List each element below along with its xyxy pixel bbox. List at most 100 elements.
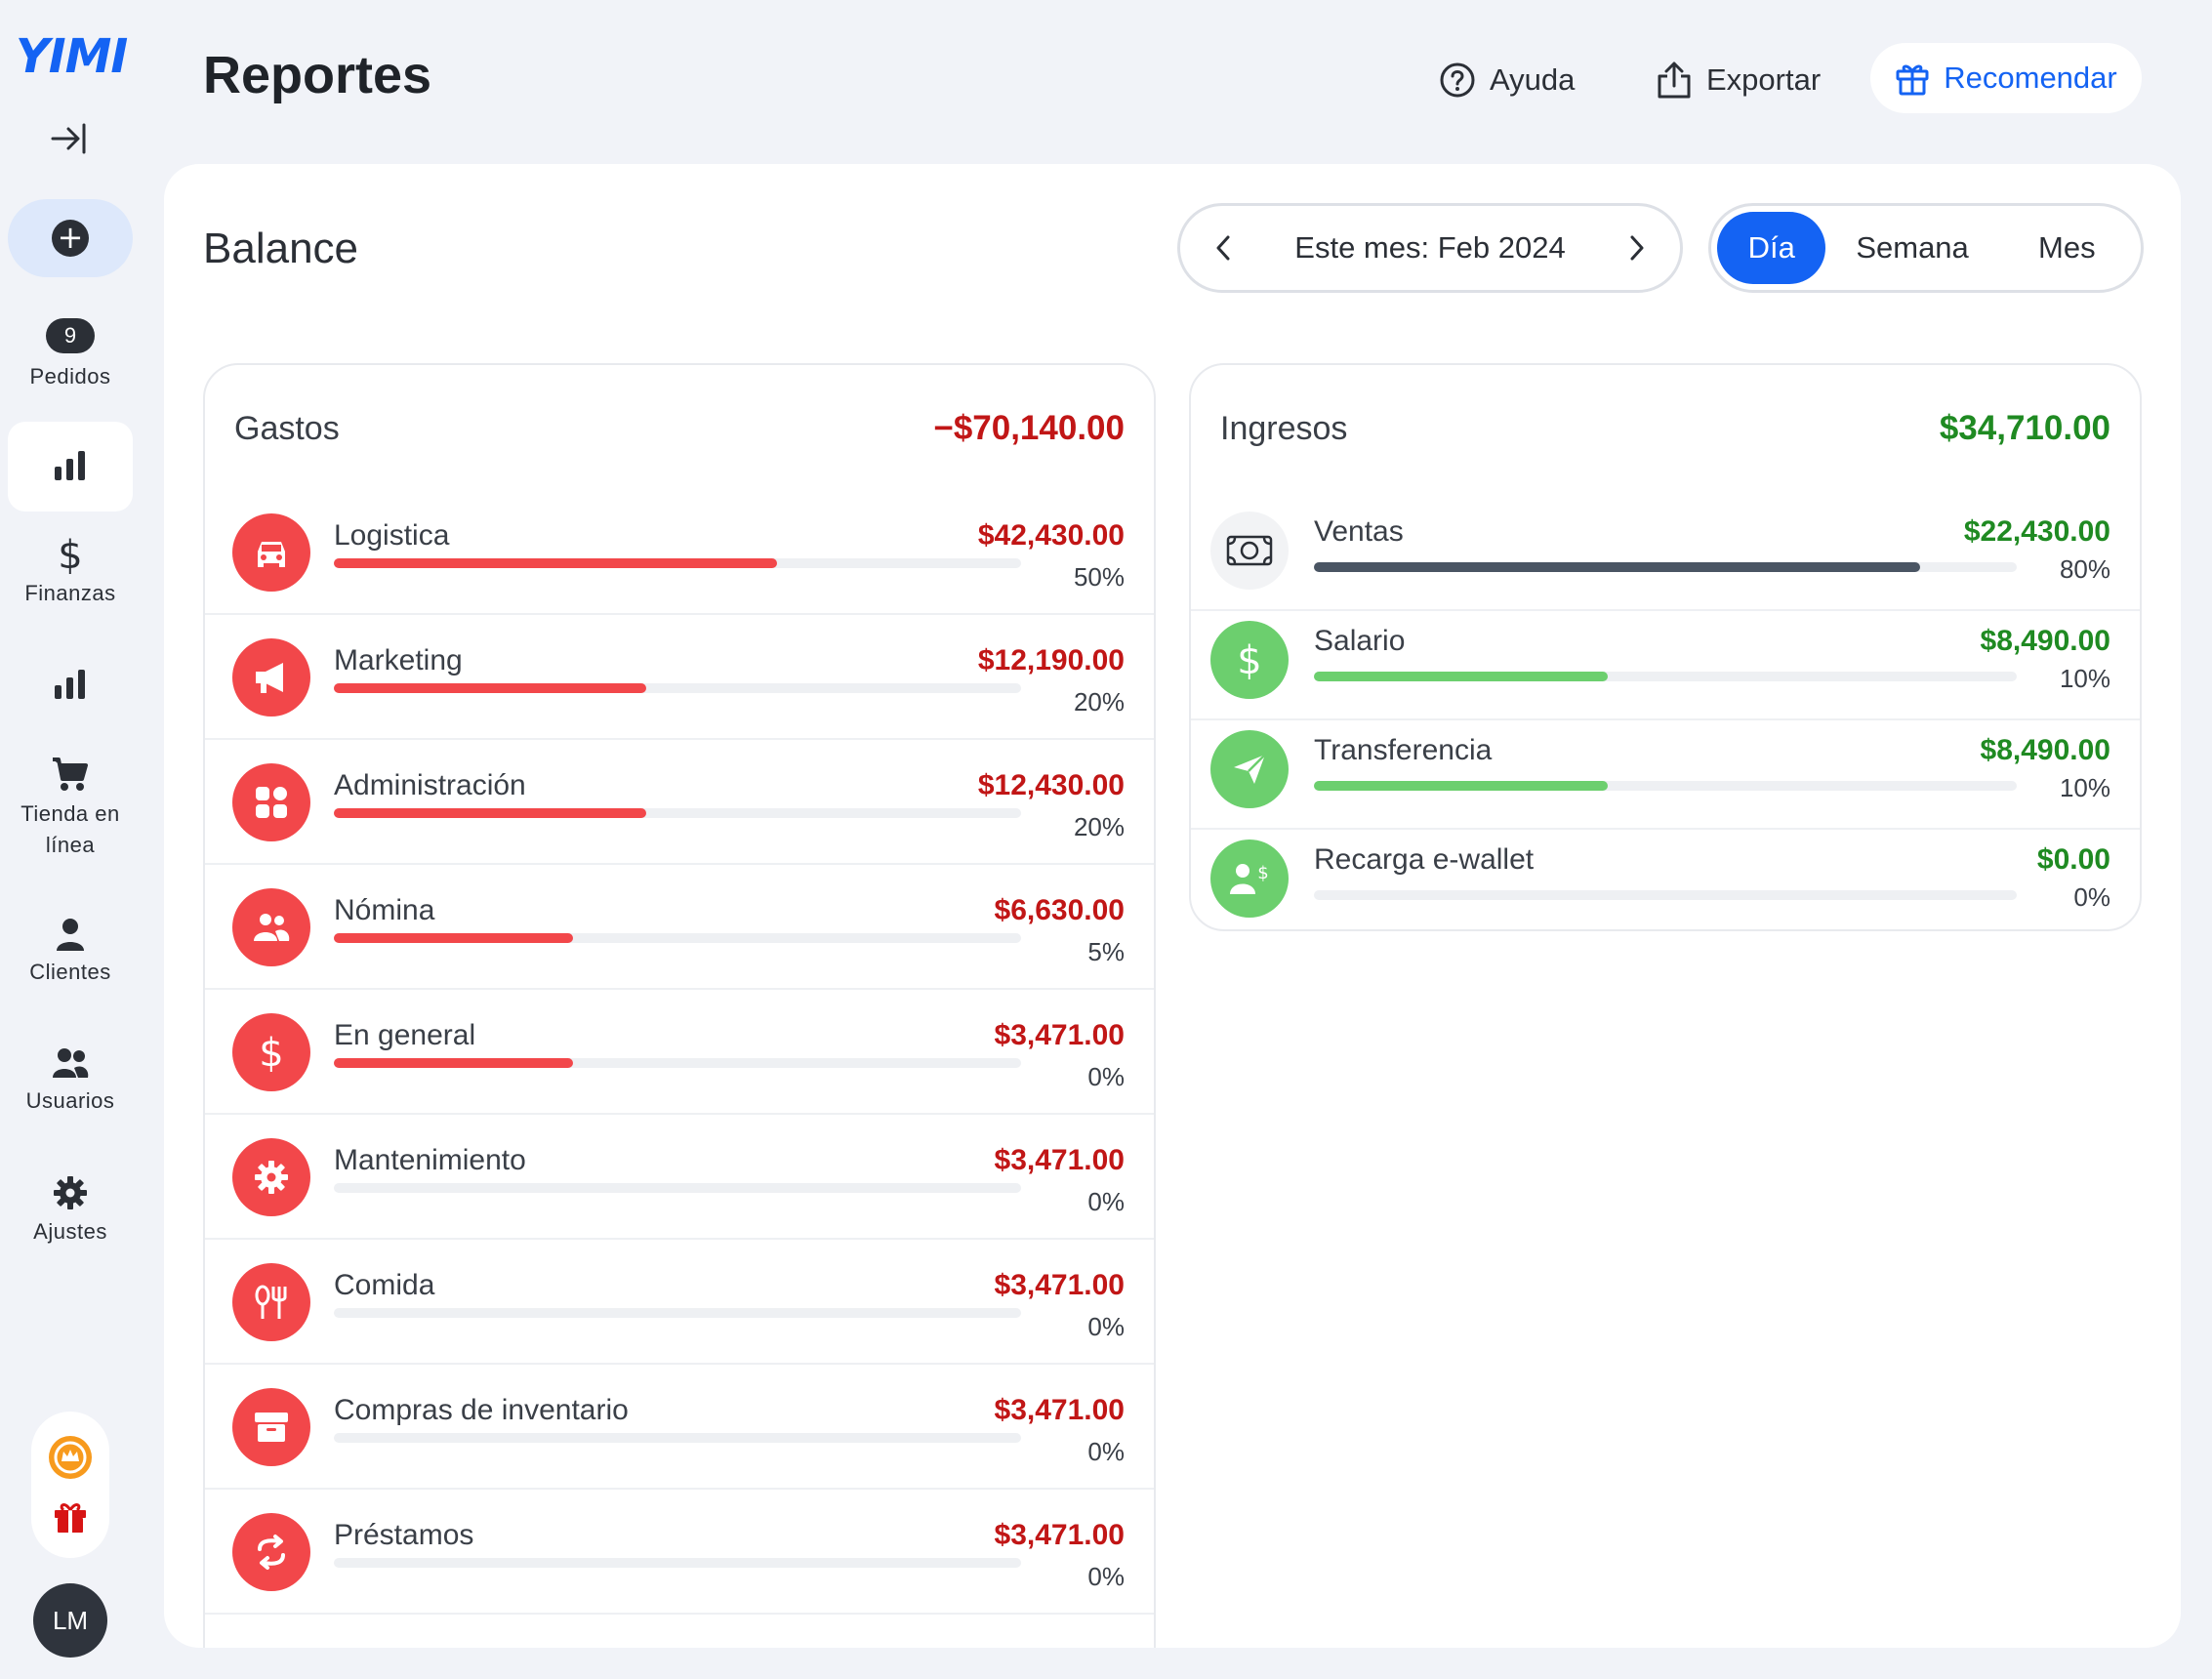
progress-bar (334, 933, 1021, 943)
gastos-header: Gastos −$70,140.00 (234, 404, 1125, 453)
category-label: Ventas (1314, 515, 1404, 548)
category-amount: $42,430.00 (977, 519, 1125, 552)
sidebar-item-pedidos[interactable]: 9 Pedidos (0, 318, 141, 392)
category-label: Transferencia (1314, 734, 1493, 766)
period-label: Este mes: Feb 2024 (1294, 230, 1566, 265)
progress-bar (334, 558, 1021, 568)
sidebar-item-label: Tienda en línea (20, 801, 120, 857)
help-button[interactable]: Ayuda (1439, 45, 1575, 115)
sidebar-item-finanzas[interactable]: $ Finanzas (0, 533, 141, 609)
gear-icon (54, 1176, 87, 1209)
sidebar-item-usuarios[interactable]: Usuarios (0, 1046, 141, 1117)
category-percent: 0% (1087, 1187, 1125, 1216)
gastos-row[interactable]: Nómina $6,630.00 5% (205, 865, 1154, 990)
gastos-row[interactable]: Administración $12,430.00 20% (205, 740, 1154, 865)
category-amount: $8,490.00 (1980, 734, 2110, 766)
sidebar-item-label: Finanzas (24, 581, 116, 605)
month-navigator: Este mes: Feb 2024 (1177, 203, 1683, 293)
category-percent: 0% (1087, 1062, 1125, 1091)
ingresos-row[interactable]: $ Salario $8,490.00 10% (1191, 611, 2140, 720)
segment-mes[interactable]: Mes (2038, 230, 2096, 265)
gift-icon[interactable] (52, 1498, 89, 1536)
category-label: Mantenimiento (334, 1144, 526, 1176)
category-percent: 5% (1087, 937, 1125, 966)
category-amount: $6,630.00 (994, 894, 1125, 926)
crown-icon[interactable] (48, 1435, 93, 1480)
prev-month-button[interactable] (1204, 228, 1243, 267)
sidebar-item-clientes[interactable]: Clientes (0, 918, 141, 988)
gastos-row[interactable]: Compras de inventario $3,471.00 0% (205, 1365, 1154, 1490)
progress-bar (1314, 781, 2017, 791)
gastos-row[interactable]: Mantenimiento $3,471.00 0% (205, 1115, 1154, 1240)
help-label: Ayuda (1490, 62, 1576, 97)
gastos-row[interactable]: Préstamos $3,471.00 0% (205, 1490, 1154, 1615)
progress-bar (334, 1558, 1021, 1568)
sidebar-item-reportes-secondary[interactable] (0, 668, 141, 703)
category-label: Logistica (334, 519, 450, 552)
page-title: Reportes (203, 46, 432, 104)
recommend-button[interactable]: Recomendar (1870, 43, 2142, 113)
cutlery-icon (232, 1263, 310, 1341)
progress-bar-fill (1314, 781, 1608, 791)
gear-icon (232, 1138, 310, 1216)
people-icon (232, 888, 310, 966)
sidebar-item-label: Pedidos (29, 364, 111, 389)
ingresos-title: Ingresos (1220, 409, 1348, 447)
category-amount: $22,430.00 (1963, 515, 2110, 548)
segment-semana[interactable]: Semana (1856, 230, 1969, 265)
ingresos-row[interactable]: Ventas $22,430.00 80% (1191, 502, 2140, 611)
category-amount: $3,471.00 (994, 1144, 1125, 1176)
sidebar-item-tienda[interactable]: Tienda en línea (0, 756, 141, 861)
logo[interactable]: YIMI (16, 29, 128, 84)
next-month-button[interactable] (1618, 228, 1657, 267)
category-label: Nómina (334, 894, 435, 926)
dollar-icon: $ (1210, 621, 1289, 699)
users-icon (53, 1048, 89, 1078)
ingresos-header: Ingresos $34,710.00 (1220, 404, 2110, 453)
sidebar-item-label: Clientes (29, 960, 111, 984)
sidebar-item-label: Ajustes (33, 1219, 107, 1244)
balance-panel: Balance Este mes: Feb 2024 Día Semana Me… (164, 164, 2181, 1648)
avatar[interactable]: LM (33, 1583, 107, 1658)
category-percent: 0% (2073, 882, 2110, 912)
user-dollar-icon: $ (1210, 840, 1289, 918)
category-label: Marketing (334, 644, 463, 676)
ingresos-row[interactable]: Transferencia $8,490.00 10% (1191, 720, 2140, 830)
progress-bar (334, 1058, 1021, 1068)
category-label: Salario (1314, 625, 1406, 657)
sidebar-item-ajustes[interactable]: Ajustes (0, 1175, 141, 1248)
progress-bar (334, 683, 1021, 693)
progress-bar (1314, 672, 2017, 681)
export-label: Exportar (1706, 62, 1822, 97)
category-percent: 10% (2059, 664, 2110, 693)
add-button[interactable]: + (8, 199, 133, 277)
progress-bar (1314, 562, 2017, 572)
ingresos-row[interactable]: $ Recarga e-wallet $0.00 0% (1191, 830, 2140, 939)
progress-bar-fill (334, 808, 647, 818)
sidebar-item-reportes[interactable] (8, 422, 133, 512)
progress-bar (1314, 890, 2017, 900)
segment-dia[interactable]: Día (1717, 212, 1826, 284)
export-button[interactable]: Exportar (1656, 45, 1821, 115)
gastos-row[interactable]: Comida $3,471.00 0% (205, 1240, 1154, 1365)
cash-icon (1210, 512, 1289, 590)
progress-bar-fill (334, 683, 647, 693)
category-label: Recarga e-wallet (1314, 843, 1535, 876)
category-amount: $3,471.00 (994, 1269, 1125, 1301)
progress-bar (334, 1183, 1021, 1193)
gastos-row[interactable]: $ En general $3,471.00 0% (205, 990, 1154, 1115)
progress-bar (334, 1433, 1021, 1443)
grid-icon (232, 763, 310, 841)
svg-text:$: $ (1237, 639, 1261, 680)
archive-icon (232, 1388, 310, 1466)
category-amount: $8,490.00 (1980, 625, 2110, 657)
recommend-label: Recomendar (1944, 61, 2117, 95)
bar-chart-icon (55, 451, 85, 480)
gastos-row[interactable]: Marketing $12,190.00 20% (205, 615, 1154, 740)
collapse-sidebar-button[interactable] (47, 115, 94, 162)
paper-plane-icon (1210, 730, 1289, 808)
category-amount: $12,190.00 (977, 644, 1125, 676)
gastos-row[interactable]: Logistica $42,430.00 50% (205, 490, 1154, 615)
category-label: Comida (334, 1269, 435, 1301)
period-segmented-control: Día Semana Mes (1708, 203, 2144, 293)
